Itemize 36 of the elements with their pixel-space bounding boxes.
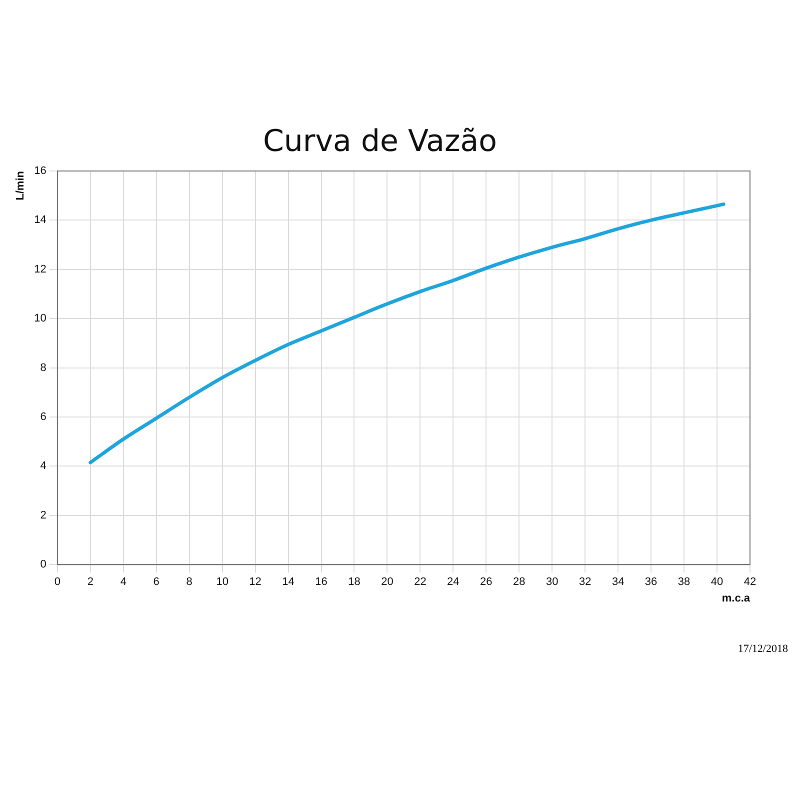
y-tick-label: 10	[34, 312, 46, 325]
x-tick-label: 2	[87, 576, 94, 588]
chart-title: Curva de Vazão	[262, 124, 498, 159]
x-tick-label: 36	[644, 576, 658, 588]
line-series	[88, 202, 726, 464]
x-tick-label: 16	[315, 576, 328, 588]
y-tick-label: 6	[40, 411, 46, 424]
x-tick-label: 14	[282, 576, 294, 588]
x-tick-label: 22	[414, 576, 426, 588]
x-tick-label: 34	[612, 576, 624, 588]
x-tick-label: 12	[249, 576, 262, 588]
x-axis-title: m.c.a	[722, 592, 751, 604]
y-axis-title: L/min	[14, 170, 27, 200]
x-tick-label: 26	[480, 576, 492, 588]
x-tick-label: 32	[578, 576, 592, 588]
y-tick-label: 14	[34, 214, 46, 226]
x-tick-label: 40	[710, 576, 724, 588]
x-tick-label: 18	[348, 576, 360, 588]
y-tick-label: 2	[40, 509, 46, 522]
x-tick-label: 24	[447, 576, 460, 588]
x-tick-label: 4	[120, 576, 126, 588]
x-tick-label: 0	[54, 576, 60, 588]
y-tick-label: 12	[34, 263, 46, 276]
y-tick-label: 16	[34, 165, 46, 178]
y-tick-label: 8	[40, 362, 46, 374]
x-tick-label: 42	[744, 576, 756, 588]
x-tick-label: 6	[153, 576, 160, 588]
x-tick-label: 38	[678, 576, 690, 588]
text: 17/12/2018	[738, 643, 788, 655]
x-tick-label: 28	[513, 576, 526, 588]
x-tick-label: 10	[216, 576, 228, 588]
x-tick-label: 20	[381, 576, 394, 588]
y-tick-label: 0	[40, 558, 46, 571]
y-tick-label: 4	[40, 460, 46, 472]
x-tick-label: 8	[186, 576, 192, 588]
x-tick-label: 30	[546, 576, 558, 588]
